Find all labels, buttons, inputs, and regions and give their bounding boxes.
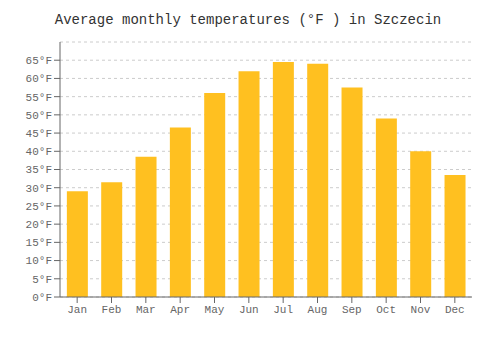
svg-text:55°F: 55°F	[26, 92, 52, 104]
svg-text:Sep: Sep	[342, 304, 362, 316]
html-text:Average monthly temperatures (: Average monthly temperatures (°F ) in Sz…	[54, 12, 442, 28]
svg-text:20°F: 20°F	[26, 219, 52, 231]
svg-text:25°F: 25°F	[26, 201, 52, 213]
svg-text:Feb: Feb	[102, 304, 122, 316]
svg-text:15°F: 15°F	[26, 237, 52, 249]
svg-text:Oct: Oct	[376, 304, 396, 316]
svg-text:5°F: 5°F	[32, 274, 52, 286]
svg-text:10°F: 10°F	[26, 255, 52, 267]
svg-text:60°F: 60°F	[26, 73, 52, 85]
svg-text:Aug: Aug	[308, 304, 328, 316]
svg-text:50°F: 50°F	[26, 110, 52, 122]
svg-text:65°F: 65°F	[26, 55, 52, 67]
svg-text:45°F: 45°F	[26, 128, 52, 140]
svg-text:Jan: Jan	[67, 304, 87, 316]
svg-text:30°F: 30°F	[26, 183, 52, 195]
svg-text:Apr: Apr	[170, 304, 190, 316]
svg-text:Jul: Jul	[273, 304, 293, 316]
svg-text:0°F: 0°F	[32, 292, 52, 304]
svg-text:35°F: 35°F	[26, 164, 52, 176]
svg-text:Mar: Mar	[136, 304, 156, 316]
svg-text:40°F: 40°F	[26, 146, 52, 158]
svg-text:Jun: Jun	[239, 304, 259, 316]
svg-text:May: May	[205, 304, 225, 316]
svg-text:Dec: Dec	[445, 304, 465, 316]
svg-text:Nov: Nov	[411, 304, 431, 316]
